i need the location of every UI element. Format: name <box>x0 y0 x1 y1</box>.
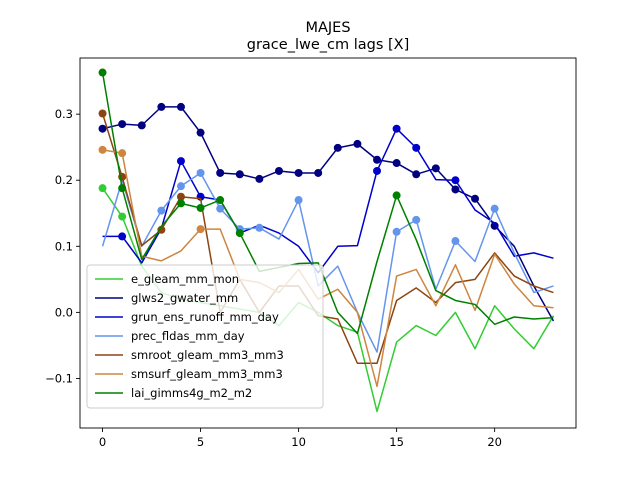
data-point <box>176 102 185 111</box>
data-point <box>176 182 185 191</box>
data-point <box>216 204 225 213</box>
series-layer <box>98 68 555 413</box>
legend-entry: e_gleam_mm_mon <box>131 272 239 286</box>
data-point <box>196 225 205 234</box>
data-point <box>137 121 146 130</box>
series-line <box>102 149 554 388</box>
data-point <box>255 174 264 183</box>
data-point <box>373 166 382 175</box>
data-point <box>392 159 401 168</box>
data-point <box>314 168 323 177</box>
data-point <box>392 191 401 200</box>
data-point <box>294 196 303 205</box>
data-point <box>235 170 244 179</box>
y-tick-label: 0.3 <box>55 107 73 121</box>
chart-title: MAJES <box>305 20 350 36</box>
data-point <box>176 157 185 166</box>
data-point <box>274 166 283 175</box>
data-point <box>412 170 421 179</box>
y-tick-label: 0.2 <box>55 173 73 187</box>
legend-entry: smsurf_gleam_mm3_mm3 <box>131 367 283 381</box>
data-point <box>98 124 107 133</box>
data-point <box>118 232 127 241</box>
legend-entry: prec_fldas_mm_day <box>131 329 245 343</box>
data-point <box>98 68 107 77</box>
data-point <box>294 168 303 177</box>
data-point <box>98 145 107 154</box>
series-grun_ens_runoff_mm_day <box>102 124 554 274</box>
data-point <box>157 225 166 234</box>
data-point <box>196 203 205 212</box>
data-point <box>176 192 185 201</box>
data-point <box>471 194 480 203</box>
data-point <box>196 168 205 177</box>
series-line <box>101 172 554 353</box>
data-point <box>392 124 401 133</box>
legend-entry: smroot_gleam_mm3_mm3 <box>131 348 284 362</box>
y-tick-label: 0.1 <box>55 239 73 253</box>
data-point <box>196 128 205 137</box>
series-line <box>102 127 554 274</box>
data-point <box>118 120 127 129</box>
data-point <box>157 206 166 215</box>
data-point <box>118 212 127 221</box>
legend-box <box>86 264 324 409</box>
data-point <box>412 143 421 152</box>
data-point <box>451 176 460 185</box>
data-point <box>490 204 499 213</box>
chart-subtitle: grace_lwe_cm lags [X] <box>247 37 410 53</box>
data-point <box>353 139 362 148</box>
series-glws2_gwater_mm <box>98 102 555 322</box>
legend-entry: lai_gimms4g_m2_m2 <box>131 386 252 400</box>
x-tick-label: 20 <box>487 435 502 449</box>
data-point <box>98 184 107 193</box>
series-smsurf_gleam_mm3_mm3 <box>98 145 554 388</box>
data-point <box>157 102 166 111</box>
x-tick-label: 10 <box>291 435 306 449</box>
y-tick-label: −0.1 <box>45 371 73 385</box>
series-lai_gimms4g_m2_m2 <box>98 68 554 335</box>
data-point <box>392 227 401 236</box>
x-tick-label: 0 <box>99 435 106 449</box>
data-point <box>412 215 421 224</box>
series-line <box>101 72 554 335</box>
data-point <box>333 143 342 152</box>
y-tick-label: 0.0 <box>55 305 73 319</box>
data-point <box>216 168 225 177</box>
data-point <box>255 223 264 232</box>
data-point <box>373 155 382 164</box>
data-point <box>118 184 127 193</box>
data-point <box>451 185 460 194</box>
axis-layer: 0 5 10 15 20 −0.1 0.0 0.1 0.2 0.3 <box>45 57 577 449</box>
data-point <box>216 196 225 205</box>
legend-entry: glws2_gwater_mm <box>131 291 238 305</box>
data-point <box>98 109 107 118</box>
x-tick-label: 15 <box>389 435 404 449</box>
data-point <box>118 149 127 158</box>
data-point <box>176 199 185 208</box>
axes-frame <box>79 57 577 429</box>
x-tick-label: 5 <box>197 435 204 449</box>
data-point <box>451 237 460 246</box>
legend-entry: grun_ens_runoff_mm_day <box>131 310 279 324</box>
legend: e_gleam_mm_mon glws2_gwater_mm grun_ens_ru… <box>86 264 324 409</box>
data-point <box>235 229 244 238</box>
data-point <box>431 164 440 173</box>
